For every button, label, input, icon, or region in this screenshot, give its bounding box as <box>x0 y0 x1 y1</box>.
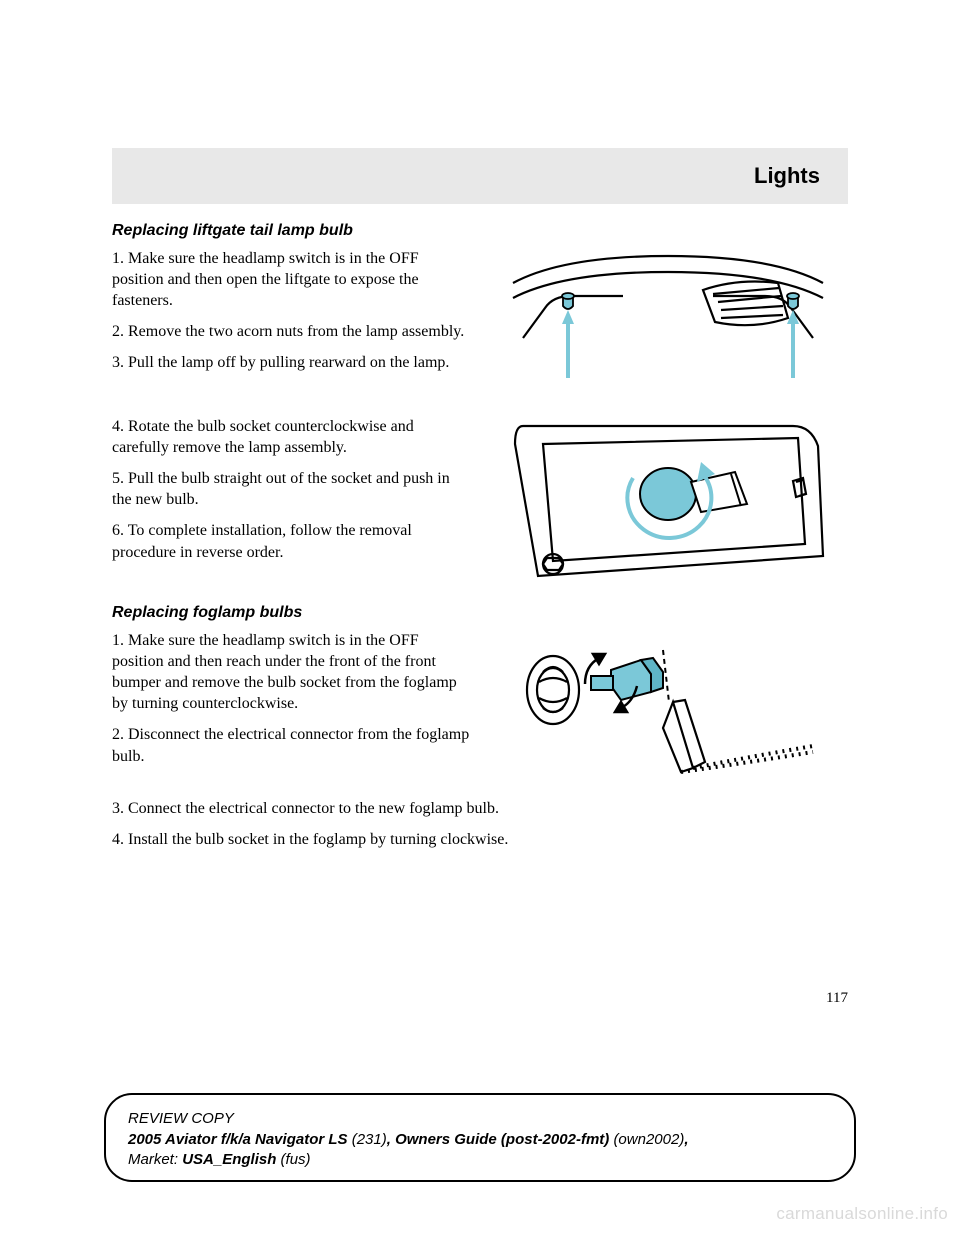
s2-p3: 3. Connect the electrical connector to t… <box>112 798 848 819</box>
page-content: Lights Replacing liftgate tail lamp bulb… <box>112 148 848 1007</box>
arrow-up-right-icon <box>787 310 799 378</box>
s2-p2: 2. Disconnect the electrical connector f… <box>112 724 472 766</box>
bulb-socket-icon <box>640 468 747 520</box>
figure-foglamp <box>488 630 848 780</box>
section2-block1: 1. Make sure the headlamp switch is in t… <box>112 630 848 780</box>
figure-bulb-socket <box>488 416 848 586</box>
section1-title: Replacing liftgate tail lamp bulb <box>112 222 848 240</box>
acorn-nut-left-icon <box>562 293 574 309</box>
s1-p3: 3. Pull the lamp off by pulling rearward… <box>112 352 472 373</box>
body-content: Replacing liftgate tail lamp bulb 1. Mak… <box>112 204 848 1007</box>
footer-line2: 2005 Aviator f/k/a Navigator LS (231), O… <box>128 1130 832 1150</box>
watermark: carmanualsonline.info <box>776 1204 948 1224</box>
foglamp-bulb-icon <box>591 658 663 700</box>
section1-block1: 1. Make sure the headlamp switch is in t… <box>112 248 848 398</box>
section1-text1: 1. Make sure the headlamp switch is in t… <box>112 248 472 398</box>
section2-title: Replacing foglamp bulbs <box>112 604 848 622</box>
section1-text2: 4. Rotate the bulb socket counterclockwi… <box>112 416 472 586</box>
s1-p1: 1. Make sure the headlamp switch is in t… <box>112 248 472 311</box>
page-title: Lights <box>754 163 820 189</box>
arrow-up-left-icon <box>562 310 574 378</box>
section1-block2: 4. Rotate the bulb socket counterclockwi… <box>112 416 848 586</box>
figure-liftgate-nuts <box>488 248 848 398</box>
section2-text1: 1. Make sure the headlamp switch is in t… <box>112 630 472 780</box>
s2-p1: 1. Make sure the headlamp switch is in t… <box>112 630 472 714</box>
s1-p4: 4. Rotate the bulb socket counterclockwi… <box>112 416 472 458</box>
header-bar: Lights <box>112 148 848 204</box>
acorn-nut-right-icon <box>787 293 799 309</box>
s1-p6: 6. To complete installation, follow the … <box>112 520 472 562</box>
footer-line3: Market: USA_English (fus) <box>128 1150 832 1170</box>
section2-remaining: 3. Connect the electrical connector to t… <box>112 798 848 850</box>
footer-box: REVIEW COPY 2005 Aviator f/k/a Navigator… <box>104 1093 856 1182</box>
footer-line1: REVIEW COPY <box>128 1109 832 1129</box>
s2-p4: 4. Install the bulb socket in the foglam… <box>112 829 848 850</box>
s1-p5: 5. Pull the bulb straight out of the soc… <box>112 468 472 510</box>
page-number: 117 <box>112 990 848 1007</box>
s1-p2: 2. Remove the two acorn nuts from the la… <box>112 321 472 342</box>
